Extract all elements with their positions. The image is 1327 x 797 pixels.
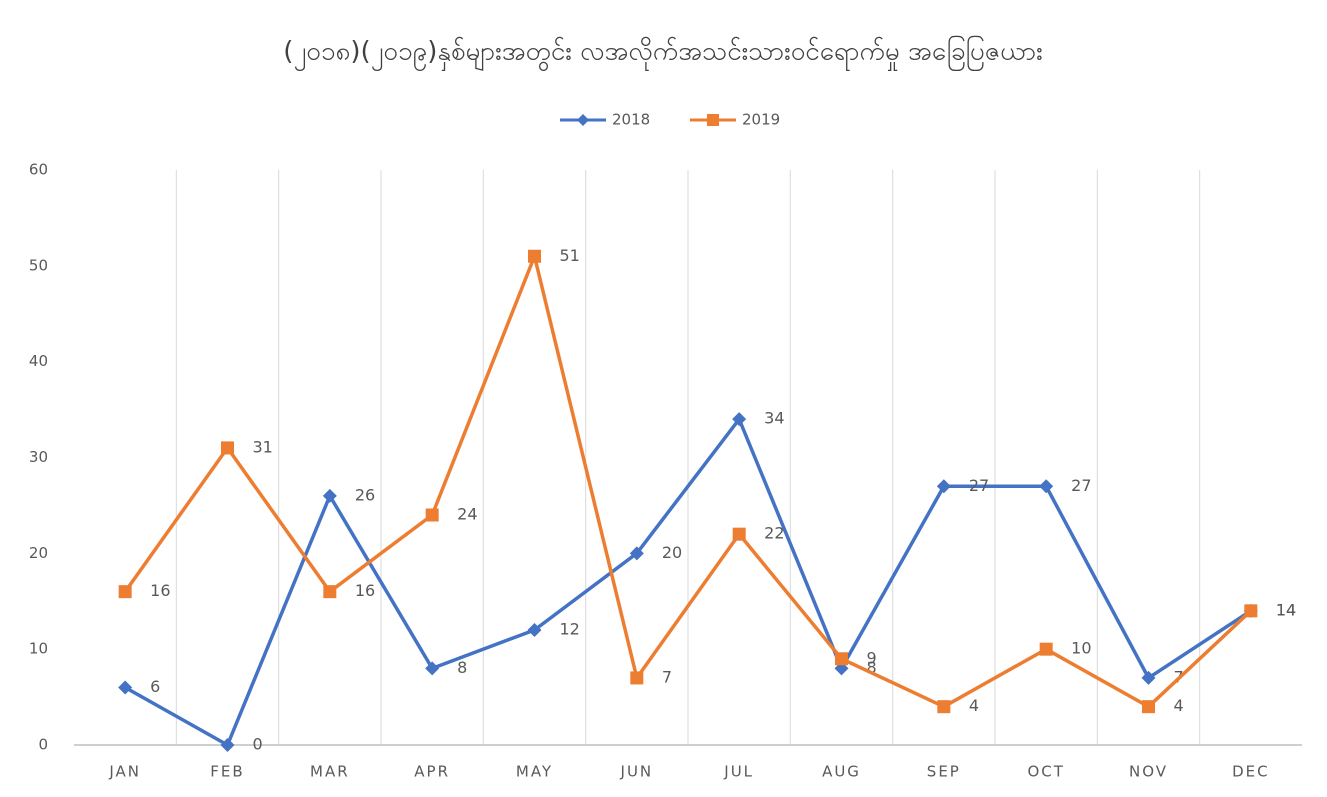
y-tick-label: 50: [29, 256, 48, 274]
x-tick-label cat: MAY: [516, 763, 553, 781]
data-label: 34: [764, 409, 784, 428]
data-point: [220, 738, 235, 752]
x-tick-label cat: JUL: [723, 763, 754, 781]
data-point: [221, 441, 234, 455]
data-label: 4: [969, 696, 979, 715]
data-label: 20: [662, 543, 682, 562]
legend-label: 2019: [742, 111, 780, 129]
data-label: 8: [457, 658, 467, 677]
x-tick-label cat: JAN: [108, 763, 141, 781]
data-point: [835, 652, 848, 666]
data-label: 10: [1071, 639, 1091, 658]
y-tick-label: 0: [38, 736, 48, 754]
data-point: [732, 527, 746, 541]
data-label: 8: [867, 658, 877, 677]
data-point: [1039, 479, 1054, 494]
legend-marker: [707, 114, 719, 126]
data-label: 22: [764, 524, 784, 543]
chart-title: (၂၀၁၈)(၂၀၁၉)နှစ်များအတွင်း လအလိုက်အသင်းသ…: [283, 34, 1042, 72]
x-tick-label cat: MAR: [310, 763, 350, 781]
data-label: 16: [355, 581, 375, 600]
data-label: 31: [253, 437, 273, 456]
data-label: 27: [969, 476, 989, 495]
data-point: [936, 479, 951, 494]
data-point: [1141, 670, 1156, 685]
data-label: 12: [560, 620, 580, 639]
x-tick-label cat: SEP: [927, 763, 961, 781]
series-line: [124, 417, 1252, 747]
legend-label: 2018: [612, 111, 650, 129]
data-label: 0: [253, 735, 263, 754]
legend-marker: [577, 114, 589, 126]
data-point: [1142, 700, 1155, 714]
y-tick-label: 20: [29, 544, 48, 562]
x-tick-label cat: JUN: [620, 763, 654, 781]
data-point: [528, 249, 541, 263]
data-point: [425, 661, 440, 676]
data-point: [1244, 604, 1258, 618]
data-point: [937, 700, 951, 714]
data-point: [630, 671, 644, 685]
x-tick-label cat: APR: [414, 763, 450, 781]
data-label: 16: [150, 581, 170, 600]
x-tick-label cat: AUG: [822, 763, 861, 781]
data-label: 14: [1276, 600, 1296, 619]
y-tick-label: 40: [29, 352, 48, 370]
data-point: [425, 508, 439, 522]
x-tick-label cat: NOV: [1129, 763, 1168, 781]
data-point: [629, 546, 644, 561]
data-label: 26: [355, 485, 375, 504]
x-tick-label cat: OCT: [1027, 763, 1064, 781]
y-tick-label: 60: [29, 161, 48, 179]
data-label: 4: [1174, 696, 1184, 715]
data-label: 24: [457, 505, 477, 524]
data-point: [527, 623, 542, 637]
data-point: [118, 680, 133, 695]
data-label: 27: [1071, 476, 1091, 495]
data-point: [1039, 642, 1053, 656]
data-label: 14: [1276, 600, 1296, 619]
data-point: [732, 412, 747, 427]
data-point: [322, 488, 337, 503]
data-label: 7: [662, 667, 672, 686]
y-tick-label: 10: [29, 640, 48, 658]
y-tick-label: 30: [29, 448, 48, 466]
data-point: [118, 585, 132, 599]
data-label: 9: [867, 648, 877, 667]
series-line: [123, 254, 1253, 709]
data-label: 51: [560, 246, 580, 265]
x-tick-label cat: DEC: [1232, 763, 1270, 781]
x-tick-label cat: FEB: [210, 763, 244, 781]
data-label: 6: [150, 677, 160, 696]
data-point: [323, 585, 337, 599]
